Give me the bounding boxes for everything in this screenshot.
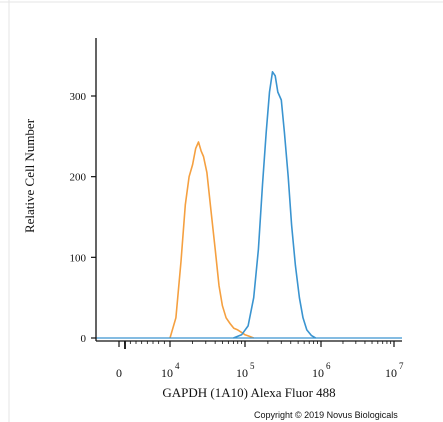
y-axis-label: Relative Cell Number bbox=[22, 118, 37, 233]
x-tick-exponent: 6 bbox=[326, 361, 331, 371]
x-tick-label: 0 bbox=[116, 366, 122, 380]
y-tick-label: 0 bbox=[81, 333, 87, 345]
copyright-notice: Copyright © 2019 Novus Biologicals bbox=[254, 410, 398, 420]
y-tick-label: 100 bbox=[70, 252, 87, 264]
y-tick-label: 300 bbox=[70, 91, 87, 103]
x-tick-label: 10 bbox=[385, 366, 397, 380]
x-tick-label: 10 bbox=[312, 366, 324, 380]
x-tick-label: 10 bbox=[161, 366, 173, 380]
y-tick-label: 200 bbox=[70, 172, 87, 184]
x-tick-exponent: 7 bbox=[399, 361, 404, 371]
series-line-1 bbox=[169, 141, 254, 339]
x-axis-label: GAPDH (1A10) Alexa Fluor 488 bbox=[162, 385, 335, 400]
x-axis-ticks: 0 10 4 10 5 10 6 10 7 bbox=[116, 341, 404, 380]
series-line-2 bbox=[233, 71, 317, 339]
y-axis-ticks: 0 100 200 300 bbox=[70, 91, 96, 345]
x-tick-label: 10 bbox=[236, 366, 248, 380]
x-tick-exponent: 5 bbox=[250, 361, 255, 371]
series-layer bbox=[96, 71, 402, 339]
x-tick-exponent: 4 bbox=[175, 361, 180, 371]
